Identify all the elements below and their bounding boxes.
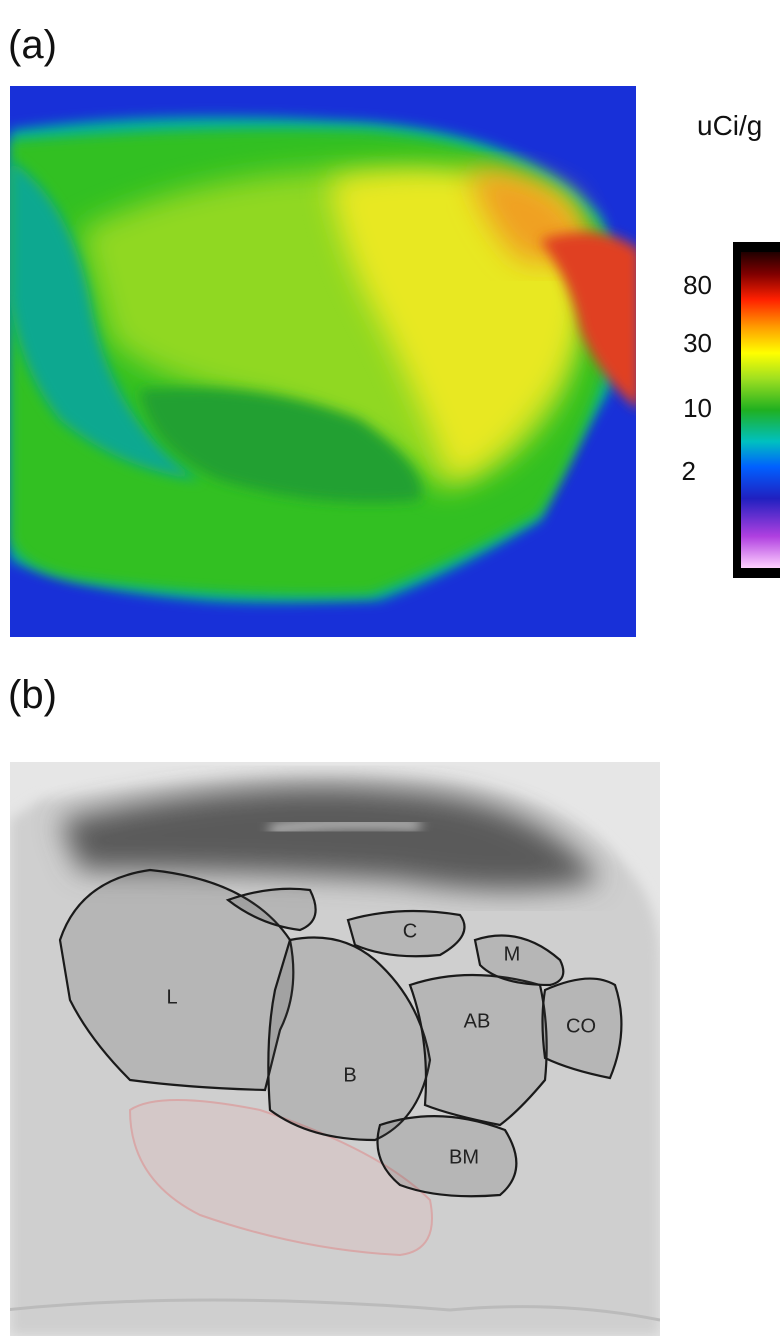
region <box>541 977 623 1080</box>
colorbar <box>741 252 780 568</box>
region-label: CO <box>566 1015 596 1037</box>
panel-label: (b) <box>8 673 57 717</box>
autoradiograph <box>10 86 636 637</box>
colorbar-tick: 10 <box>683 393 712 423</box>
region <box>473 934 565 987</box>
region-label: BM <box>449 1146 479 1168</box>
region <box>346 909 466 958</box>
tissue-section <box>10 762 660 1336</box>
region <box>267 936 432 1142</box>
region <box>58 868 295 1092</box>
region <box>376 1115 518 1198</box>
panel-label: (a) <box>8 23 57 67</box>
colorbar-tick: 2 <box>682 456 696 486</box>
region <box>225 887 317 932</box>
colorbar-tick: 80 <box>683 270 712 300</box>
region-label: M <box>504 943 521 965</box>
colorbar-tick: 30 <box>683 328 712 358</box>
region-label: B <box>343 1064 356 1086</box>
colorbar-unit: uCi/g <box>697 110 762 141</box>
region-label: L <box>166 986 177 1008</box>
region-label: AB <box>464 1010 491 1032</box>
region-label: C <box>403 920 417 942</box>
region <box>408 973 548 1127</box>
